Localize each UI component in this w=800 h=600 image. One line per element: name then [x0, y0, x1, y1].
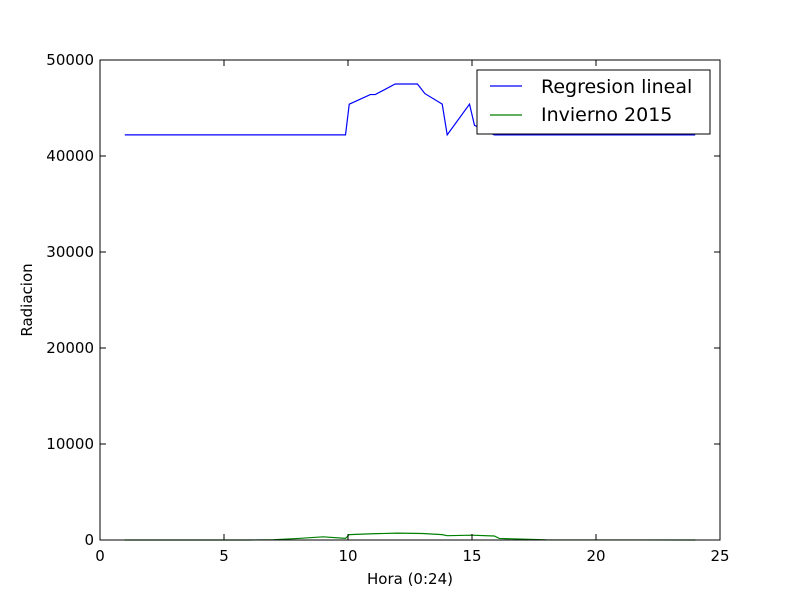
series-line-regresion-lineal	[124, 83, 696, 137]
y-tick-label: 50000	[46, 51, 94, 69]
x-tick-label: 15	[462, 547, 481, 565]
series-line-invierno-2015	[124, 532, 696, 541]
y-tick-label: 10000	[46, 435, 94, 453]
x-tick-label: 25	[710, 547, 729, 565]
legend-label-invierno-2015: Invierno 2015	[541, 104, 672, 126]
axis-tick-labels: 0 5 10 15 20 25 0 10000 20000 30000 40000 50000	[46, 51, 729, 565]
x-tick-label: 5	[219, 547, 229, 565]
y-tick-label: 0	[84, 531, 94, 549]
legend: Regresion lineal Invierno 2015	[476, 69, 711, 135]
y-axis-label: Radiacion	[18, 263, 36, 336]
axis-ticks	[99, 59, 721, 541]
legend-box	[476, 69, 711, 135]
plot-frame	[99, 59, 721, 541]
plot-series-group	[124, 83, 696, 541]
y-tick-label: 40000	[46, 147, 94, 165]
y-tick-label: 20000	[46, 339, 94, 357]
y-tick-label: 30000	[46, 243, 94, 261]
x-tick-label: 20	[586, 547, 605, 565]
x-tick-label: 0	[95, 547, 105, 565]
x-axis-label: Hora (0:24)	[367, 570, 453, 588]
legend-label-regresion-lineal: Regresion lineal	[541, 76, 692, 98]
x-tick-label: 10	[338, 547, 357, 565]
